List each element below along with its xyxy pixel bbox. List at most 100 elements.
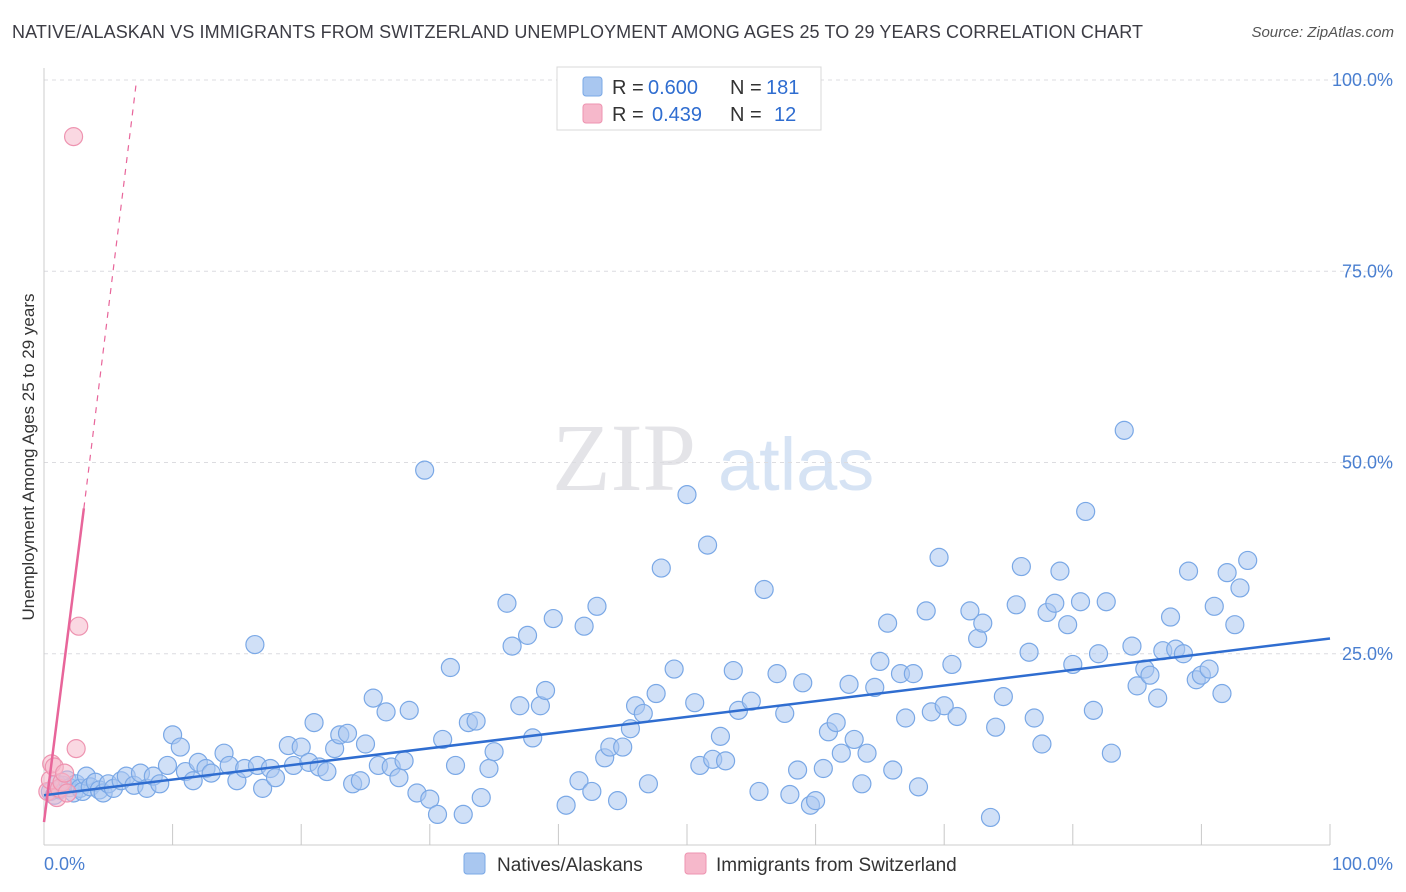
- point-natives: [775, 703, 795, 724]
- bottom-legend-label-natives: Natives/Alaskans: [497, 855, 643, 876]
- point-natives: [574, 616, 594, 636]
- point-natives: [1101, 743, 1121, 763]
- x-tick-label-min: 0.0%: [44, 854, 85, 874]
- point-natives: [420, 789, 440, 809]
- point-natives: [582, 781, 602, 802]
- point-natives: [1178, 561, 1199, 581]
- point-natives: [523, 728, 543, 748]
- point-natives: [337, 723, 358, 743]
- trend-lines: [42, 79, 1331, 823]
- point-swiss: [66, 739, 86, 759]
- point-natives: [749, 781, 769, 802]
- watermark-zip: ZIP: [552, 404, 696, 511]
- point-natives: [376, 702, 396, 722]
- point-natives: [350, 771, 370, 791]
- y-tick-label: 75.0%: [1342, 261, 1393, 281]
- y-tick-label: 50.0%: [1342, 453, 1393, 473]
- point-natives: [793, 673, 813, 693]
- point-natives: [754, 579, 774, 600]
- point-natives: [517, 625, 538, 645]
- point-natives: [1096, 592, 1116, 612]
- point-natives: [317, 761, 337, 782]
- point-natives: [1212, 683, 1232, 704]
- point-natives: [1024, 708, 1044, 728]
- watermark-atlas: atlas: [718, 423, 874, 506]
- point-natives: [587, 596, 607, 616]
- point-natives: [415, 460, 435, 480]
- point-natives: [831, 743, 851, 763]
- point-natives: [543, 608, 563, 629]
- trend-line-swiss: [42, 508, 86, 823]
- point-natives: [466, 711, 486, 731]
- point-natives: [1011, 556, 1031, 577]
- point-natives: [1088, 644, 1109, 664]
- point-natives: [908, 777, 929, 797]
- point-natives: [445, 755, 466, 776]
- point-natives: [870, 651, 890, 672]
- point-natives: [980, 807, 1001, 828]
- point-natives: [363, 688, 383, 708]
- bottom-legend-label-swiss: Immigrants from Switzerland: [716, 855, 957, 876]
- point-natives: [1127, 676, 1147, 696]
- point-natives: [1070, 592, 1091, 612]
- point-natives: [715, 751, 736, 771]
- point-natives: [1076, 501, 1096, 522]
- chart-title: NATIVE/ALASKAN VS IMMIGRANTS FROM SWITZE…: [12, 22, 1144, 42]
- point-natives: [638, 774, 659, 794]
- point-natives: [929, 547, 949, 567]
- point-natives: [883, 760, 903, 780]
- point-natives: [355, 734, 376, 754]
- point-natives: [170, 737, 190, 757]
- point-natives: [1045, 593, 1065, 613]
- axes: [43, 68, 1331, 846]
- source-label: Source: ZipAtlas.com: [1251, 24, 1394, 41]
- point-natives: [685, 693, 705, 713]
- legend-r-value-1: 0.600: [648, 77, 698, 99]
- point-natives: [1204, 596, 1224, 616]
- point-natives: [1230, 578, 1250, 598]
- point-natives: [453, 804, 473, 825]
- legend-n-value-2: 12: [774, 104, 796, 126]
- legend-r-value-2: 0.439: [652, 104, 702, 126]
- point-natives: [844, 729, 864, 750]
- point-natives: [1019, 642, 1039, 662]
- point-natives: [723, 660, 743, 681]
- tick-labels: 25.0% 50.0% 75.0% 100.0% 0.0% 100.0%: [44, 70, 1393, 874]
- point-natives: [440, 657, 460, 678]
- point-natives: [646, 683, 666, 704]
- point-natives: [399, 700, 419, 720]
- point-natives: [1032, 734, 1052, 754]
- trend-line-swiss-extension: [83, 79, 138, 509]
- point-natives: [1148, 688, 1168, 708]
- point-natives: [479, 758, 499, 779]
- point-natives: [651, 558, 671, 578]
- point-natives: [1199, 659, 1219, 679]
- point-natives: [1160, 607, 1181, 627]
- point-natives: [787, 760, 808, 780]
- point-natives: [993, 686, 1013, 707]
- point-natives: [767, 664, 787, 684]
- point-natives: [934, 696, 954, 716]
- point-natives: [510, 696, 530, 716]
- x-tick-label-max: 100.0%: [1332, 854, 1393, 874]
- legend-swatch-natives: [582, 76, 603, 97]
- trend-line-natives: [43, 637, 1331, 797]
- legend-n-label-2: N =: [730, 104, 762, 126]
- point-natives: [1173, 644, 1193, 664]
- point-natives: [1050, 561, 1070, 581]
- y-axis-label: Unemployment Among Ages 25 to 29 years: [19, 294, 38, 621]
- legend-swatch-swiss: [582, 103, 603, 124]
- point-natives: [916, 601, 936, 621]
- point-natives: [852, 774, 872, 794]
- legend-r-label-1: R =: [612, 77, 644, 99]
- point-natives: [780, 784, 800, 805]
- point-natives: [253, 778, 273, 798]
- point-natives: [878, 613, 898, 633]
- point-swiss: [63, 127, 84, 147]
- legend-n-label-1: N =: [730, 77, 762, 99]
- point-natives: [947, 706, 967, 727]
- point-natives: [805, 791, 826, 811]
- point-natives: [150, 774, 170, 794]
- point-natives: [433, 729, 453, 750]
